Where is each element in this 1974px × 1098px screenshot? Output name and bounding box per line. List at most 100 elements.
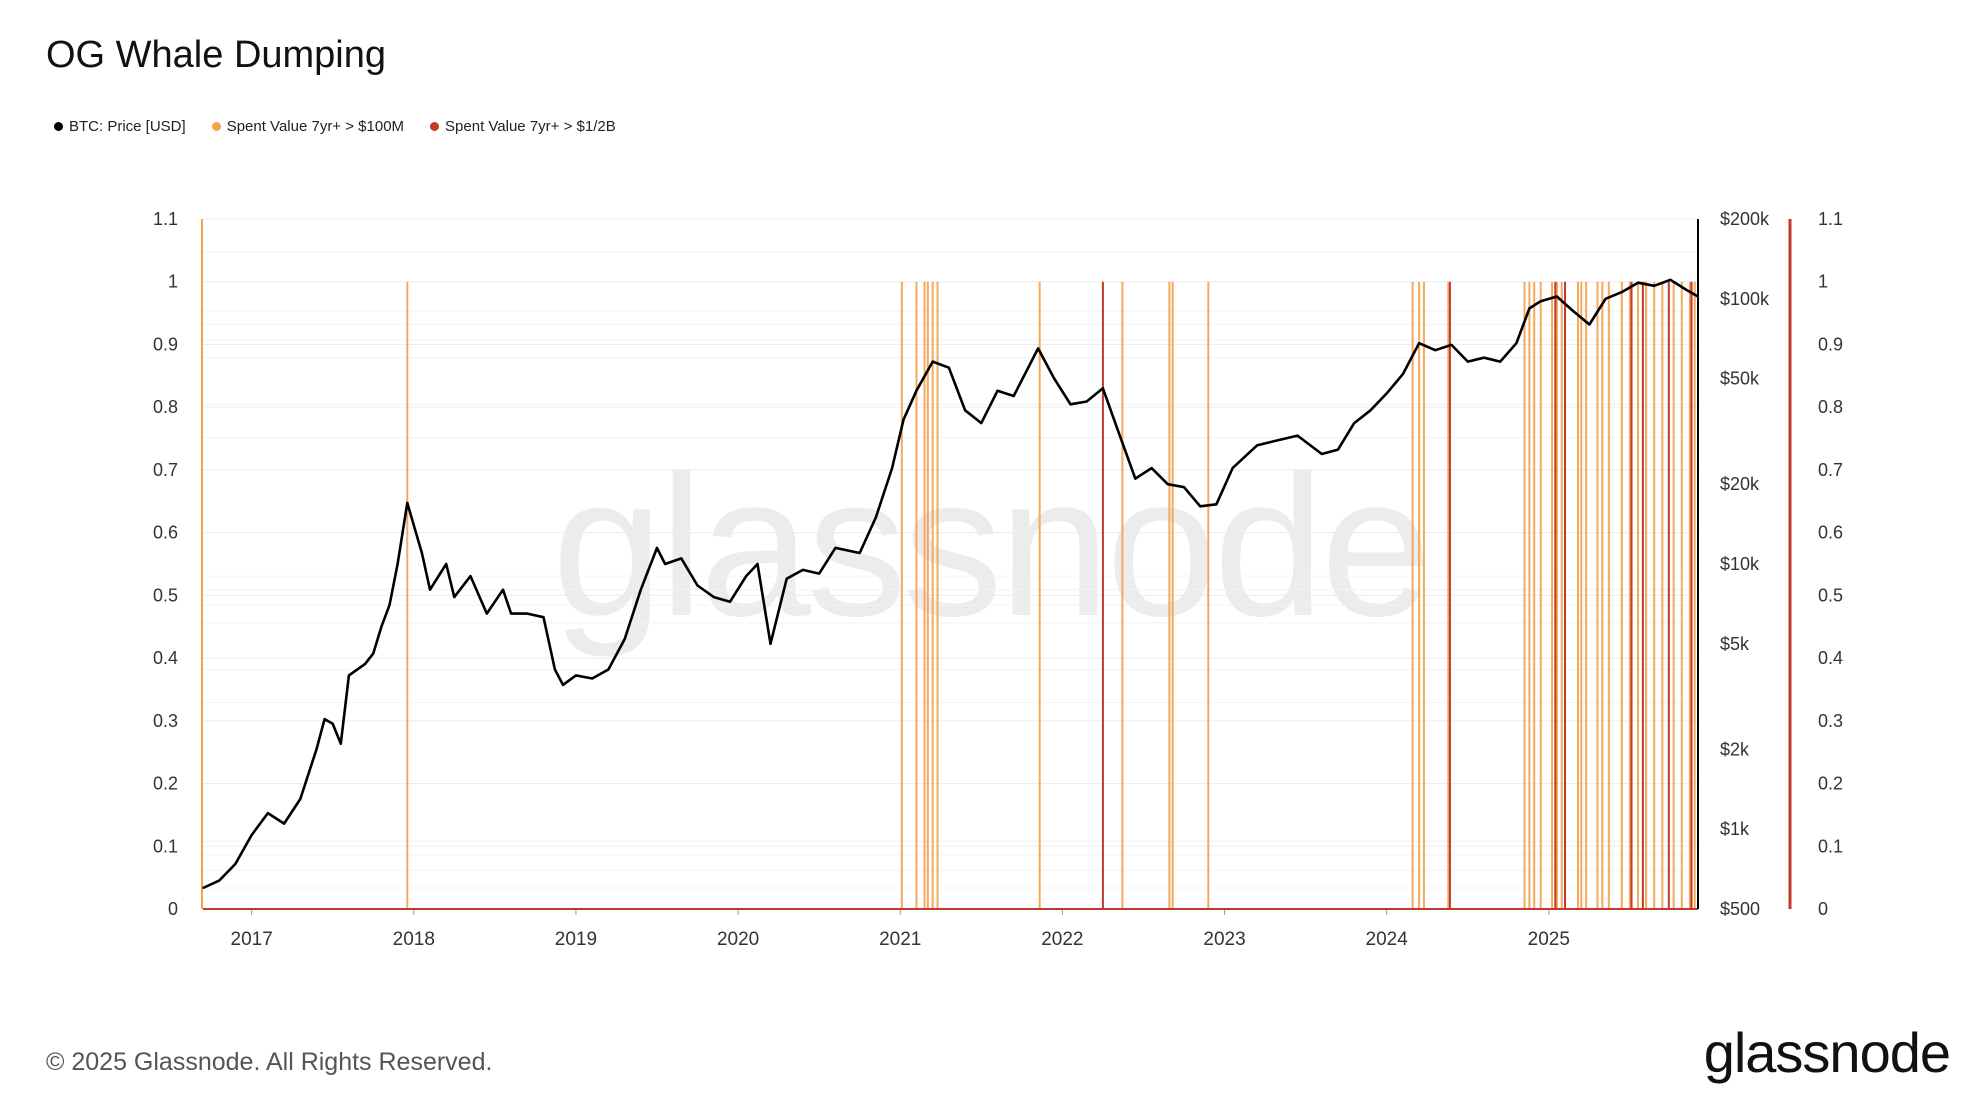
btc-price-point <box>1337 448 1339 451</box>
legend-dot-spent-half-b <box>430 122 440 131</box>
btc-price-point <box>331 722 334 725</box>
x-axis-tick-label: 2017 <box>231 929 273 950</box>
grid-layer <box>203 218 1698 910</box>
price-axis-tick-label: $2k <box>1720 739 1750 759</box>
btc-price-point <box>623 638 626 641</box>
left-axis-tick-label: 0.2 <box>153 774 178 794</box>
indicator-axis-tick-label: 0.2 <box>1818 774 1843 794</box>
btc-price-point <box>1402 373 1404 375</box>
btc-price-point <box>1069 403 1072 406</box>
btc-price-point <box>1102 387 1104 390</box>
x-axis-tick-label: 2022 <box>1041 929 1083 950</box>
btc-price-point <box>1588 323 1591 326</box>
btc-price-point <box>1256 444 1258 447</box>
btc-price-point <box>1669 278 1672 281</box>
btc-price-point <box>1434 349 1437 352</box>
btc-price-point <box>1620 291 1623 293</box>
price-axis-tick-label: $50k <box>1720 369 1760 389</box>
btc-price-point <box>1483 356 1485 359</box>
btc-price-point <box>964 409 966 412</box>
btc-price-point <box>453 596 456 598</box>
btc-price-line <box>202 278 1699 890</box>
btc-price-point <box>283 822 285 825</box>
btc-price-point <box>834 547 837 549</box>
btc-price-point <box>1466 360 1469 363</box>
indicator-axis-tick-label: 0.9 <box>1818 334 1843 354</box>
left-axis-tick-label: 0.8 <box>153 397 178 417</box>
btc-price-point <box>656 547 658 549</box>
indicator-axis-tick-label: 0.4 <box>1818 648 1843 668</box>
btc-price-point <box>607 668 610 671</box>
legend-label-spent-100m: Spent Value 7yr+ > $100M <box>226 118 405 135</box>
btc-price-point <box>1166 483 1169 485</box>
btc-price-point <box>469 575 472 577</box>
copyright: © 2025 Glassnode. All Rights Reserved. <box>46 1048 493 1076</box>
watermark: glassnode <box>552 435 1432 658</box>
btc-price-point <box>712 596 715 598</box>
btc-price-point <box>323 718 326 720</box>
btc-price-point <box>429 588 431 591</box>
btc-price-point <box>1369 409 1372 412</box>
indicator-axis-tick-label: 1.1 <box>1818 209 1843 229</box>
legend-item-spent-100m[interactable]: Spent Value 7yr+ > $100M <box>211 118 405 135</box>
btc-price-point <box>562 684 564 686</box>
price-axis-tick-label: $10k <box>1720 554 1760 574</box>
btc-price-point <box>1556 295 1558 298</box>
btc-price-point <box>591 677 593 680</box>
x-axis-tick-label: 2020 <box>717 929 759 950</box>
btc-price-point <box>380 625 383 628</box>
btc-price-point <box>1539 300 1542 302</box>
indicator-axis-tick-label: 0.8 <box>1818 397 1843 417</box>
btc-price-point <box>526 612 529 615</box>
btc-price-point <box>218 879 221 882</box>
btc-price-point <box>769 643 772 645</box>
btc-price-point <box>1685 289 1688 291</box>
left-axis-tick-label: 0 <box>168 899 178 919</box>
btc-price-point <box>406 502 409 504</box>
price-axis-tick-label: $1k <box>1720 819 1750 839</box>
btc-price-point <box>1150 467 1153 469</box>
btc-price-point <box>445 563 448 565</box>
btc-price-point <box>891 467 893 469</box>
x-axis-tick-label: 2021 <box>879 929 921 950</box>
btc-price-point <box>1012 395 1015 397</box>
left-axis-tick-label: 1 <box>168 272 178 292</box>
btc-price-point <box>1385 392 1388 395</box>
x-axis-tick-label: 2025 <box>1528 929 1570 950</box>
btc-price-point <box>1037 347 1039 350</box>
btc-price-point <box>1637 281 1639 284</box>
btc-price-point <box>421 552 423 554</box>
btc-price-point <box>267 812 269 814</box>
btc-price-point <box>1231 467 1234 469</box>
btc-price-point <box>1353 422 1356 424</box>
left-axis-tick-label: 0.1 <box>153 836 178 856</box>
left-axis-tick-label: 0.3 <box>153 711 178 731</box>
price-axis-tick-label: $20k <box>1720 474 1760 494</box>
btc-price-point <box>388 604 391 606</box>
btc-price-point <box>412 524 415 527</box>
legend-item-price[interactable]: BTC: Price [USD] <box>54 118 186 135</box>
price-axis-tick-label: $100k <box>1720 289 1770 309</box>
btc-price-point <box>902 418 905 421</box>
btc-price-point <box>875 516 877 519</box>
btc-price-point <box>948 366 950 369</box>
event-layer <box>406 281 1696 909</box>
x-axis-tick-label: 2019 <box>555 929 597 950</box>
btc-price-point <box>1118 432 1120 435</box>
btc-price-point <box>1572 310 1574 312</box>
legend-item-spent-half-b[interactable]: Spent Value 7yr+ > $1/2B <box>430 118 616 135</box>
btc-price-point <box>1418 342 1420 345</box>
indicator-axis-tick-label: 0.7 <box>1818 460 1843 480</box>
indicator-axis-tick-label: 0.6 <box>1818 523 1843 543</box>
indicator-axis-tick-label: 0.3 <box>1818 711 1843 731</box>
btc-price-point <box>818 572 820 575</box>
left-axis-tick-label: 0.7 <box>153 460 178 480</box>
btc-price-point <box>315 748 318 751</box>
btc-price-point <box>510 612 512 615</box>
btc-price-point <box>785 577 788 580</box>
btc-price-point <box>250 834 253 836</box>
legend-dot-spent-100m <box>211 122 221 131</box>
legend: BTC: Price [USD] Spent Value 7yr+ > $100… <box>54 118 616 135</box>
btc-price-point <box>1272 440 1274 443</box>
